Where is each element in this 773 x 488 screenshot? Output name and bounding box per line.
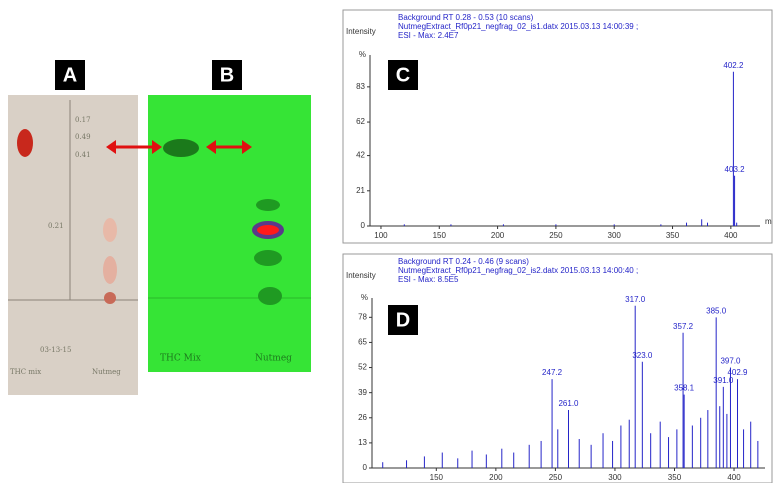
spot [257,225,279,235]
y-tick-label: 78 [358,312,367,321]
x-tick-label: 250 [549,473,563,482]
spectrum-header: NutmegExtract_Rf0p21_negfrag_02_is2.datx… [398,266,638,275]
spot [17,129,33,157]
note: Nutmeg [92,368,121,376]
peak-label: 247.2 [542,368,563,377]
panel-label: A [63,64,77,86]
x-tick-label: 250 [549,231,563,240]
y-tick-label: 42 [356,151,365,160]
note: THC mix [10,368,41,376]
spectrum-header: NutmegExtract_Rf0p21_negfrag_02_is1.datx… [398,22,638,31]
x-tick-label: 400 [724,231,738,240]
spectrum-header: Background RT 0.28 - 0.53 (10 scans) [398,13,534,22]
panel-label: C [396,64,410,86]
x-tick-label: 300 [608,473,622,482]
spot [103,256,117,284]
spectrum-header: ESI - Max: 2.4E7 [398,31,459,40]
peak-label: 402.9 [727,368,748,377]
peak-label: 357.2 [673,322,694,331]
tlc-plate-b [148,95,311,372]
panel-label-box [388,305,418,335]
note: 0.17 [75,116,91,124]
spot [104,292,116,304]
x-tick-label: 200 [489,473,503,482]
note: 0.41 [75,151,91,159]
spot [256,199,280,211]
peak-label: 403.2 [725,165,746,174]
y-unit: % [359,50,366,59]
y-tick-label: 13 [358,438,367,447]
y-tick-label: 39 [358,388,367,397]
panel-label: B [220,64,234,86]
peak-label: 358.1 [674,384,695,393]
arrows [106,140,252,154]
x-tick-label: 150 [430,473,444,482]
x-tick-label: 400 [727,473,741,482]
peak-label: 391.0 [713,376,734,385]
spectrum-header: ESI - Max: 8.5E5 [398,275,459,284]
y-axis-label: Intensity [346,27,376,36]
x-tick-label: 350 [668,473,682,482]
x-tick-label: 200 [491,231,505,240]
y-tick-label: 0 [363,463,368,472]
x-unit: m [765,217,772,226]
peak-label: 323.0 [632,351,653,360]
note: 03-13-15 [40,346,71,354]
y-tick-label: 0 [361,221,366,230]
x-tick-label: 100 [374,231,388,240]
spot [254,250,282,266]
x-tick-label: 150 [433,231,447,240]
note: Nutmeg [255,354,292,364]
spot [103,218,117,242]
peak-label: 397.0 [720,357,741,366]
y-unit: % [361,293,368,302]
panel-label-box [212,60,242,90]
y-tick-label: 21 [356,186,365,195]
x-tick-label: 350 [666,231,680,240]
note: 0.49 [75,133,91,141]
panel-label-box [388,60,418,90]
y-tick-label: 62 [356,117,365,126]
peak-label: 317.0 [625,295,646,304]
note: 0.21 [48,222,64,230]
spectrum-frame [342,9,773,244]
panel-label-box [55,60,85,90]
y-tick-label: 26 [358,413,367,422]
spot [163,139,199,157]
spot [258,287,282,305]
note: THC Mix [160,354,201,364]
peak-label: 261.0 [558,399,579,408]
peak-label: 385.0 [706,306,727,315]
x-tick-label: 300 [608,231,622,240]
y-tick-label: 65 [358,338,367,347]
y-axis-label: Intensity [346,271,376,280]
panel-label: D [396,309,410,331]
spectrum-header: Background RT 0.24 - 0.46 (9 scans) [398,257,529,266]
peak-label: 402.2 [723,61,744,70]
y-tick-label: 83 [356,82,365,91]
y-tick-label: 52 [358,363,367,372]
